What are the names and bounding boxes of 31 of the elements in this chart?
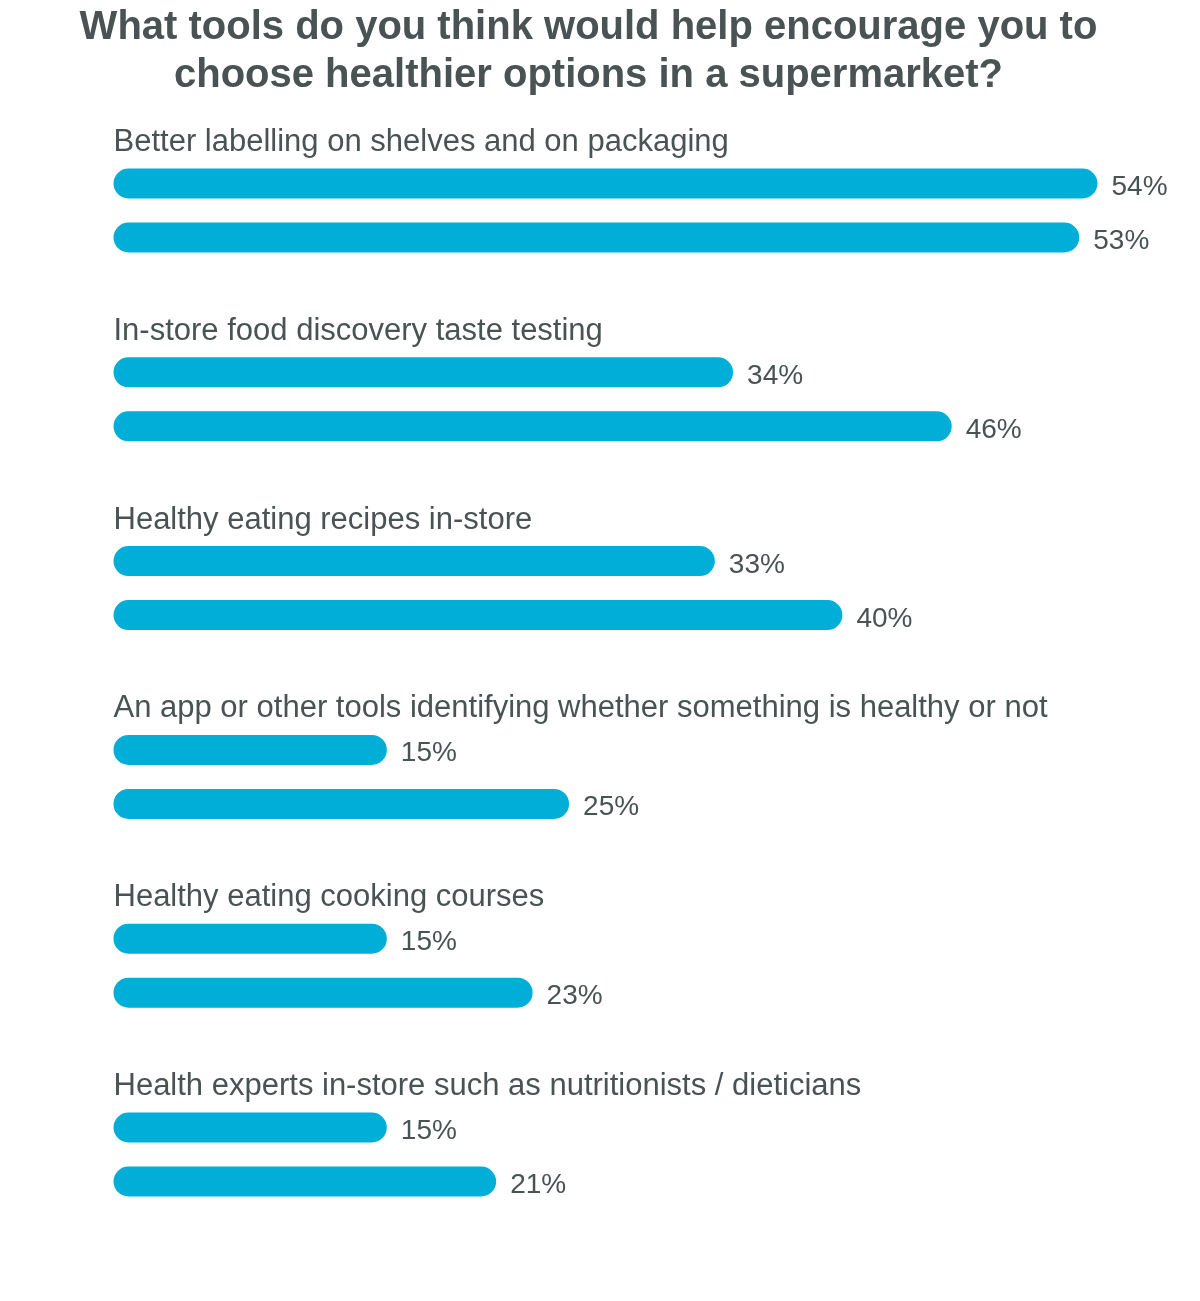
bar <box>113 977 533 1008</box>
data-label: 23% <box>546 979 603 1011</box>
data-label: 40% <box>856 601 913 633</box>
data-label: 25% <box>583 790 640 822</box>
data-label: 15% <box>400 925 457 957</box>
bar <box>113 546 715 577</box>
y-tick-label: Health experts in-store such as nutritionists / dieticians <box>113 1067 862 1102</box>
y-tick-label: An app or other tools identifying whether something is healthy or not <box>113 689 1048 725</box>
bar <box>113 357 734 388</box>
data-label: 53% <box>1093 224 1150 255</box>
y-tick-label: Healthy eating recipes in-store <box>113 500 533 536</box>
data-label: 34% <box>747 358 804 390</box>
bar <box>113 923 387 954</box>
data-label: 15% <box>400 736 457 768</box>
bar <box>113 600 843 631</box>
bar <box>113 411 952 442</box>
data-label: 33% <box>728 547 785 579</box>
chart-title: What tools do you think would help encourage you to choose healthier options in a supermarket? <box>79 2 1098 95</box>
bar <box>113 1112 387 1143</box>
y-tick-label: In-store food discovery taste testing <box>113 311 603 347</box>
bar <box>113 734 387 765</box>
y-tick-label: Better labelling on shelves and on packaging <box>113 123 729 158</box>
bar <box>113 168 1098 199</box>
bar <box>113 222 1080 253</box>
data-label: 21% <box>510 1168 567 1199</box>
data-label: 15% <box>400 1114 457 1145</box>
data-label: 46% <box>965 412 1022 444</box>
bar <box>113 788 570 819</box>
bar <box>113 1166 497 1197</box>
data-label: 54% <box>1111 170 1168 201</box>
y-tick-label: Healthy eating cooking courses <box>113 878 545 914</box>
